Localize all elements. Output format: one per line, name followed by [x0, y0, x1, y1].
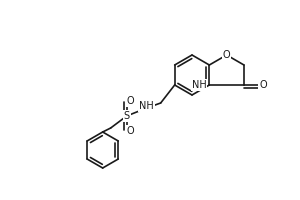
Text: O: O	[259, 80, 267, 90]
Text: S: S	[124, 111, 130, 121]
Text: NH: NH	[139, 101, 154, 111]
Text: NH: NH	[192, 80, 206, 90]
Text: O: O	[127, 126, 134, 136]
Text: O: O	[223, 50, 230, 60]
Text: O: O	[127, 96, 134, 106]
